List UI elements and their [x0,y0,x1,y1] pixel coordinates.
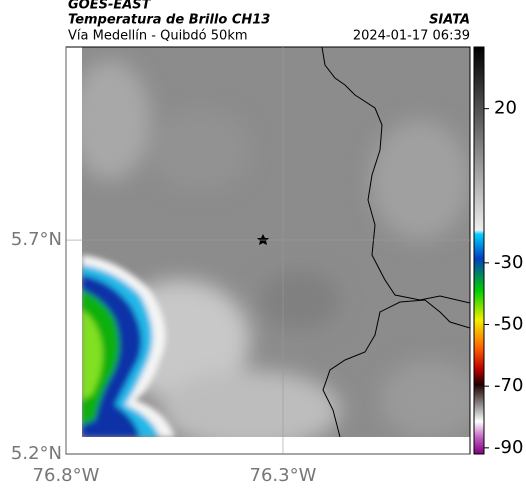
satellite: GOES-EAST [68,0,152,13]
datetime: 2024-01-17 06:39 [353,29,470,44]
colorbar-tick-label: -70 [494,375,523,396]
colorbar-tick-label: -30 [494,252,523,273]
x-tick-label: 76.3°W [250,465,317,486]
y-tick-label: 5.2°N [11,443,62,464]
title: Temperatura de Brillo CH13 [68,13,270,28]
source: SIATA [429,13,470,28]
y-tick-label: 5.7°N [11,229,62,250]
colorbar [473,46,485,455]
imagery [82,47,470,437]
colorbar-tick-label: -50 [494,314,523,335]
colorbar-tick-label: -90 [494,437,523,458]
subtitle: Vía Medellín - Quibdó 50km [68,29,248,44]
x-tick-label: 76.8°W [33,465,100,486]
colorbar-tick-label: 20 [494,98,517,119]
